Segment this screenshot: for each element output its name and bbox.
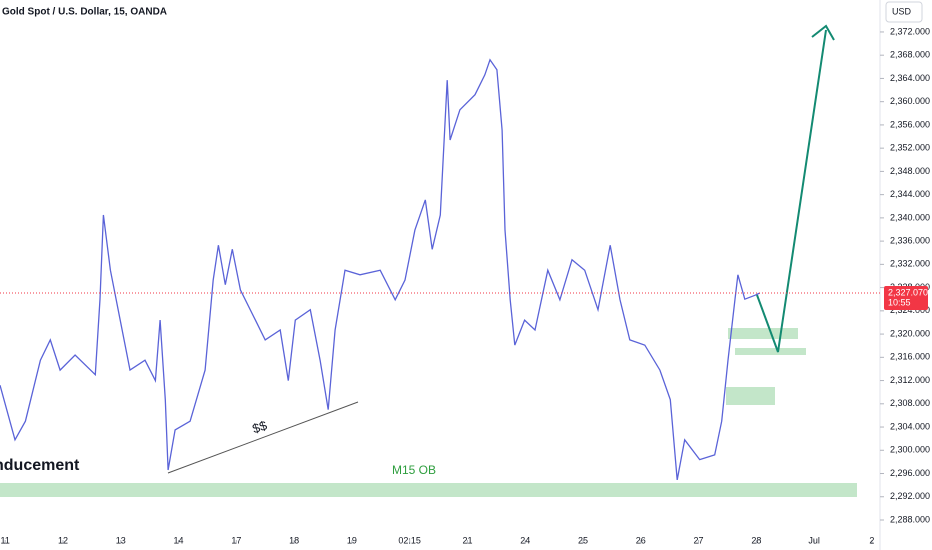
order-block-zone: [0, 483, 857, 497]
annotation: $$: [250, 417, 269, 436]
y-tick-label: 2,364.000: [890, 73, 930, 83]
last-price-tag: [884, 286, 928, 311]
currency-box: [885, 1, 923, 23]
projection-arrow: [756, 29, 827, 353]
y-tick-label: 2,288.000: [890, 514, 930, 524]
arrow-head: [811, 24, 835, 41]
y-tick-label: 2,372.000: [890, 26, 930, 36]
x-tick-label: 11: [1, 535, 10, 545]
x-tick-label: 28: [751, 535, 761, 545]
x-tick-label: 26: [636, 535, 646, 545]
x-tick-label: 21: [462, 535, 472, 545]
y-tick-label: 2,292.000: [890, 491, 930, 501]
x-tick-label: 19: [347, 535, 357, 545]
y-tick-label: 2,368.000: [890, 50, 930, 60]
y-tick-label: 2,344.000: [890, 189, 930, 199]
x-tick-label: 24: [520, 535, 530, 545]
y-tick-label: 2,312.000: [890, 375, 930, 385]
y-tick-label: 2,308.000: [890, 398, 930, 408]
x-tick-label: 27: [694, 535, 704, 545]
y-tick-label: 2,332.000: [890, 259, 930, 269]
x-tick-label: 02:15: [398, 535, 421, 545]
last-price-label: 2,327.070: [888, 287, 928, 297]
trend-line: [167, 401, 359, 474]
y-tick-label: 2,304.000: [890, 421, 930, 431]
x-tick-label: Jul: [808, 535, 820, 545]
annotation: M15 OB: [392, 463, 436, 477]
y-tick-label: 2,352.000: [890, 143, 930, 153]
annotation: nducement: [0, 457, 80, 474]
chart-title: Gold Spot / U.S. Dollar, 15, OANDA: [2, 7, 167, 18]
countdown: 10:55: [888, 297, 911, 307]
currency: USD: [892, 6, 912, 16]
x-tick-label: 12: [58, 535, 68, 545]
price-line: [0, 58, 761, 481]
y-tick-label: 2,356.000: [890, 119, 930, 129]
zone: [728, 328, 798, 339]
x-tick-label: 2: [869, 535, 874, 545]
plot: [0, 58, 761, 481]
x-tick-label: 17: [231, 535, 241, 545]
x-tick-label: 25: [578, 535, 588, 545]
y-tick-label: 2,324.000: [890, 305, 930, 315]
zone: [726, 387, 775, 405]
y-tick-label: 2,320.000: [890, 328, 930, 338]
y-tick-label: 2,340.000: [890, 212, 930, 222]
x-tick-label: 14: [174, 535, 184, 545]
x-tick-label: 18: [289, 535, 299, 545]
y-tick-label: 2,348.000: [890, 166, 930, 176]
y-tick-label: 2,360.000: [890, 96, 930, 106]
y-tick-label: 2,300.000: [890, 445, 930, 455]
x-tick-label: 13: [116, 535, 126, 545]
y-tick-label: 2,316.000: [890, 352, 930, 362]
zone: [735, 348, 806, 355]
y-tick-label: 2,296.000: [890, 468, 930, 478]
y-tick-label: 2,336.000: [890, 235, 930, 245]
